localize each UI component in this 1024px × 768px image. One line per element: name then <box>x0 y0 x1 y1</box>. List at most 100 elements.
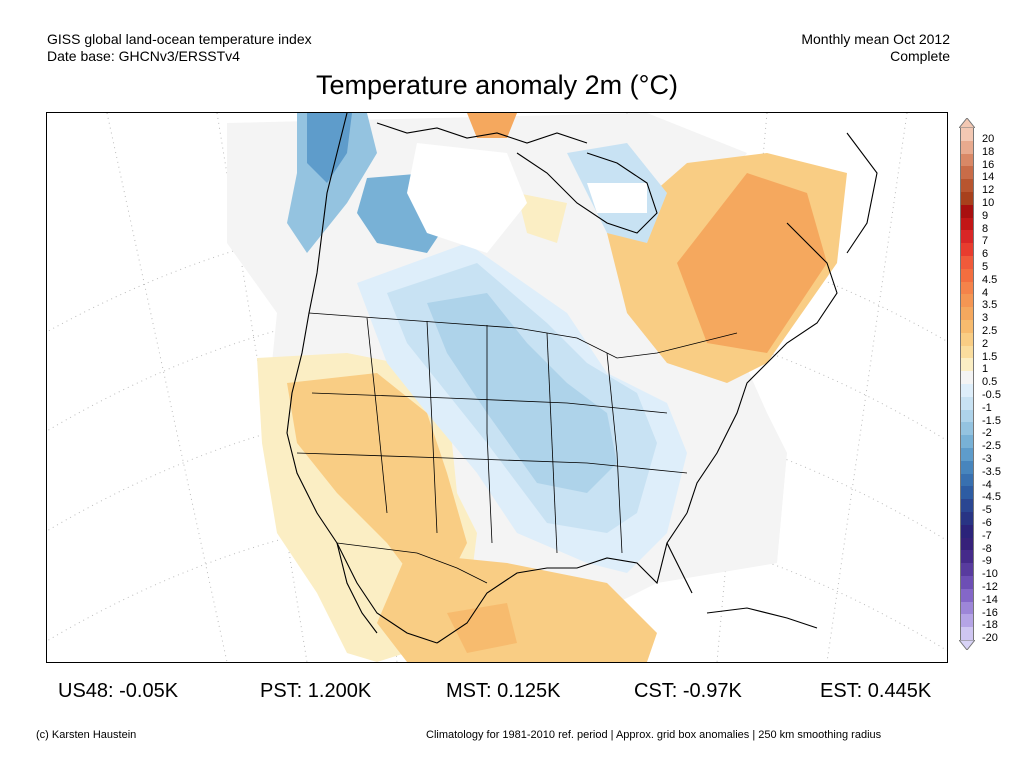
colorbar-label: -4 <box>982 478 992 491</box>
colorbar-cell <box>960 588 974 603</box>
colorbar-label: 8 <box>982 222 989 235</box>
colorbar-cell <box>960 435 974 449</box>
colorbar-label: -3.5 <box>982 465 1001 478</box>
colorbar-cell <box>960 486 974 500</box>
colorbar-label: -14 <box>982 593 998 606</box>
colorbar-cell <box>960 614 974 628</box>
colorbar-cell <box>960 550 974 564</box>
state-line <box>426 320 438 534</box>
region-stat: PST: 1.200K <box>260 680 372 702</box>
colorbar-cell <box>960 332 974 347</box>
anomaly-map-svg <box>47 113 947 662</box>
region-stat: MST: 0.125K <box>446 680 561 702</box>
colorbar-label: 0.5 <box>982 376 998 389</box>
warm-arctic-light <box>517 193 567 243</box>
warm-arctic <box>467 113 517 138</box>
colorbar-label: -1.5 <box>982 414 1001 427</box>
colorbar-cell <box>960 140 974 155</box>
colorbar-cell <box>960 473 974 487</box>
methodology-note: Climatology for 1981-2010 ref. period | … <box>426 729 882 741</box>
east-coast <box>686 222 838 514</box>
region-stat: CST: -0.97K <box>634 680 742 702</box>
colorbar-cell <box>960 243 974 257</box>
colorbar-cell <box>960 166 974 180</box>
state-line <box>546 332 558 554</box>
colorbar-cell <box>960 499 974 513</box>
florida <box>666 542 693 594</box>
colorbar-max-arrow <box>959 118 975 128</box>
colorbar-cell <box>960 230 974 244</box>
colorbar-cell <box>960 422 974 436</box>
cuba <box>706 607 818 629</box>
cool-northwest-core <box>307 113 352 183</box>
colorbar-cell <box>960 448 974 462</box>
colorbar-cell <box>960 358 974 372</box>
colorbar-cell <box>960 409 974 423</box>
colorbar-label: -5 <box>982 504 992 517</box>
colorbar-cell <box>960 396 974 411</box>
colorbar-label: 6 <box>982 248 989 261</box>
colorbar-cell <box>960 537 974 551</box>
colorbar-cell <box>960 281 974 295</box>
colorbar-label: -3 <box>982 453 992 465</box>
warm-west-core <box>287 373 467 583</box>
colorbar-cell <box>960 192 974 206</box>
warm-mexico <box>377 553 657 662</box>
arctic-islands <box>376 122 588 144</box>
colorbar-label: -2 <box>982 427 992 440</box>
colorbar-label: -4.5 <box>982 491 1001 504</box>
colorbar-label: 16 <box>982 158 995 171</box>
colorbar-label: 4.5 <box>982 273 998 286</box>
header-right: Monthly mean Oct 2012 Complete <box>801 31 950 65</box>
colorbar-min-arrow <box>959 640 975 650</box>
colorbar-cell <box>960 576 974 590</box>
colorbar-cell <box>960 371 974 385</box>
period-label: Monthly mean Oct 2012 <box>801 31 950 47</box>
colorbar-label: 5 <box>982 261 989 273</box>
colorbar-cell <box>960 256 974 270</box>
colorbar-label: 18 <box>982 145 995 158</box>
colorbar-label: -8 <box>982 542 992 555</box>
no-data-hudson <box>587 183 647 213</box>
colorbar-label: 9 <box>982 209 989 222</box>
colorbar-label: -1 <box>982 401 992 414</box>
colorbar-cell <box>960 320 974 334</box>
colorbar-label: -20 <box>982 632 998 645</box>
cool-central-strong <box>427 293 617 493</box>
region-stat: US48: -0.05K <box>58 680 179 702</box>
greenland-edge <box>846 132 878 254</box>
colorbar-label: 2 <box>982 337 989 350</box>
colorbar-label: 1.5 <box>982 350 998 363</box>
anomaly-map <box>46 112 948 663</box>
colorbar-label: -0.5 <box>982 389 1001 401</box>
colorbar-label: -10 <box>982 568 998 581</box>
colorbar-cell <box>960 512 974 526</box>
coastlines <box>286 113 878 644</box>
state-line <box>606 352 623 554</box>
completeness-label: Complete <box>890 48 950 64</box>
colorbar-cell <box>960 128 974 142</box>
regional-stats: US48: -0.05K PST: 1.200K MST: 0.125K CST: -… <box>0 680 1024 706</box>
colorbar-label: 7 <box>982 235 989 248</box>
colorbar-cell <box>960 524 974 539</box>
colorbar-cell <box>960 601 974 615</box>
data-base: Date base: GHCNv3/ERSSTv4 <box>47 48 240 64</box>
colorbar-cell <box>960 345 974 359</box>
state-line <box>486 325 493 544</box>
hudson-bay <box>516 152 658 234</box>
west-coast <box>286 113 438 644</box>
state-line <box>366 317 388 514</box>
warm-mexico-core <box>447 603 517 653</box>
colorbar-label: 2.5 <box>982 325 998 337</box>
gulf-coast <box>436 512 688 644</box>
colorbar-label: -6 <box>982 517 992 529</box>
state-line <box>311 392 668 414</box>
colorbar-cell <box>960 268 974 283</box>
colorbar-label: 1 <box>982 363 989 376</box>
colorbar-cell <box>960 384 974 398</box>
colorbar-label: -7 <box>982 529 992 542</box>
colorbar-cell <box>960 217 974 231</box>
map-title: Temperature anomaly 2m (°C) <box>316 70 678 100</box>
warm-east-core <box>677 173 827 353</box>
colorbar-label: -16 <box>982 606 998 619</box>
